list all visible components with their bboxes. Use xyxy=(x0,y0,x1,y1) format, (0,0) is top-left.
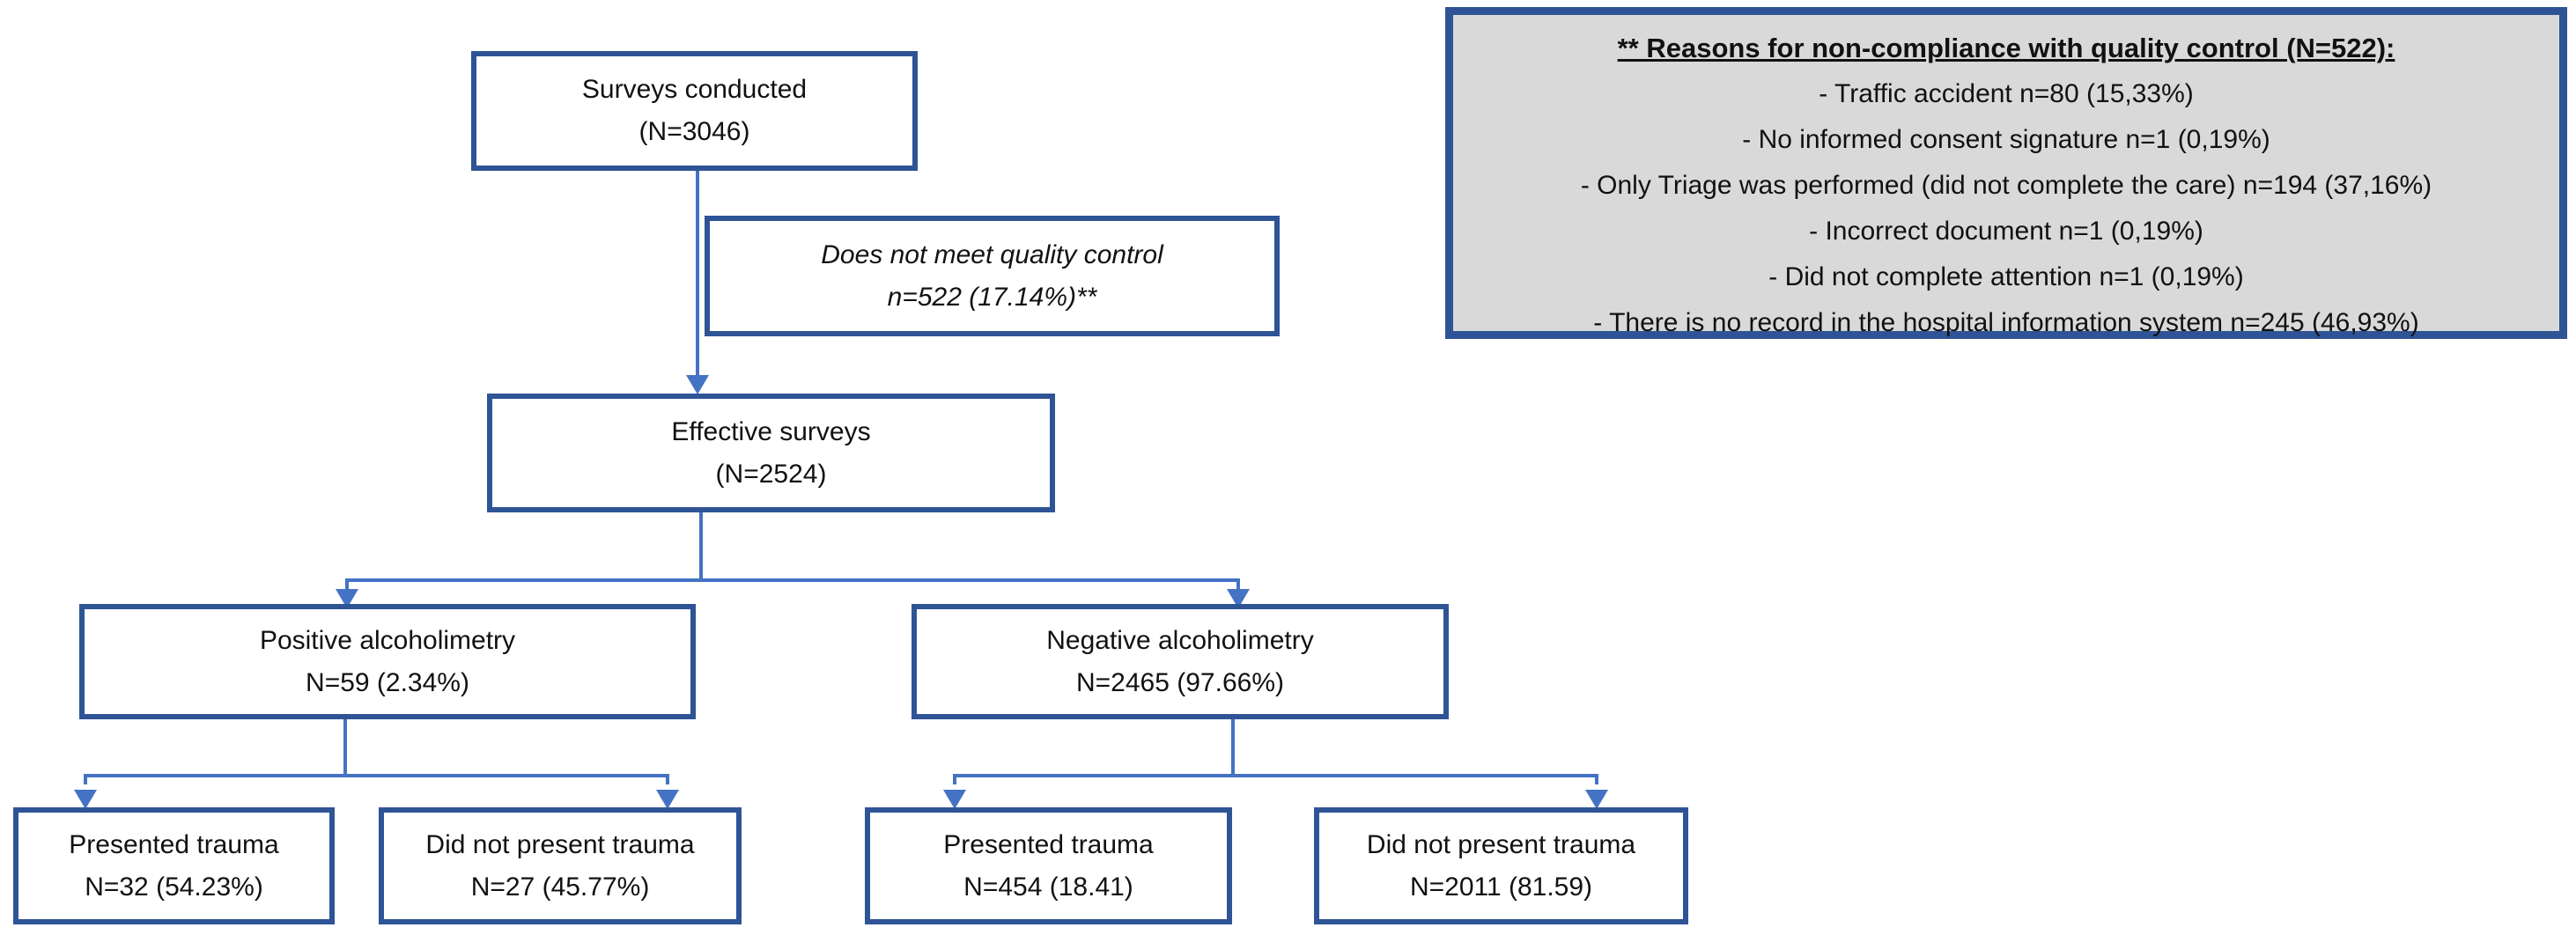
node-negative-presented-trauma-count: N=454 (18.41) xyxy=(963,872,1133,902)
node-effective-surveys: Effective surveys (N=2524) xyxy=(487,394,1055,512)
node-negative-alcoholimetry-count: N=2465 (97.66%) xyxy=(1076,667,1284,697)
legend-noncompliance-reasons: ** Reasons for non-compliance with quali… xyxy=(1445,7,2567,339)
legend-item-no-consent: - No informed consent signature n=1 (0,1… xyxy=(1742,125,2270,154)
node-surveys-conducted: Surveys conducted (N=3046) xyxy=(471,51,918,171)
arrowhead-negative-trauma xyxy=(943,790,966,809)
legend-title: ** Reasons for non-compliance with quali… xyxy=(1617,33,2395,63)
legend-item-incorrect-document: - Incorrect document n=1 (0,19%) xyxy=(1809,217,2203,246)
node-negative-alcoholimetry-label: Negative alcoholimetry xyxy=(1046,625,1314,655)
connector-negative-down xyxy=(1231,719,1235,776)
node-positive-alcoholimetry-label: Positive alcoholimetry xyxy=(259,625,516,655)
node-positive-presented-trauma-count: N=32 (54.23%) xyxy=(85,872,263,902)
arrowhead-positive-trauma xyxy=(74,790,97,809)
node-quality-control-label: Does not meet quality control xyxy=(821,239,1163,269)
node-surveys-conducted-count: (N=3046) xyxy=(638,117,750,146)
arrowhead-negative-no-trauma xyxy=(1585,790,1608,809)
node-negative-alcoholimetry: Negative alcoholimetry N=2465 (97.66%) xyxy=(912,604,1449,719)
arrowhead-effective xyxy=(686,375,709,394)
connector-surveys-to-effective xyxy=(696,171,699,377)
node-positive-alcoholimetry-count: N=59 (2.34%) xyxy=(306,667,469,697)
legend-item-no-hospital-record: - There is no record in the hospital inf… xyxy=(1593,308,2419,337)
node-surveys-conducted-label: Surveys conducted xyxy=(581,75,808,104)
node-effective-surveys-count: (N=2524) xyxy=(715,459,827,489)
arrowhead-positive xyxy=(336,589,358,608)
node-negative-presented-trauma: Presented trauma N=454 (18.41) xyxy=(865,807,1232,924)
connector-drop-negative-trauma xyxy=(953,774,956,784)
node-negative-no-trauma-count: N=2011 (81.59) xyxy=(1409,872,1593,902)
node-positive-no-trauma-label: Did not present trauma xyxy=(425,829,695,859)
connector-drop-negative-no-trauma xyxy=(1595,774,1598,784)
connector-positive-down xyxy=(343,719,347,776)
node-positive-presented-trauma: Presented trauma N=32 (54.23%) xyxy=(13,807,335,924)
connector-drop-positive-trauma xyxy=(84,774,87,784)
connector-effective-down xyxy=(699,512,703,580)
connector-drop-positive xyxy=(345,578,349,591)
node-quality-control-exclusion: Does not meet quality control n=522 (17.… xyxy=(705,216,1280,336)
arrowhead-negative xyxy=(1227,589,1250,608)
connector-split-alcoholimetry xyxy=(345,578,1240,582)
connector-drop-positive-no-trauma xyxy=(666,774,669,784)
node-effective-surveys-label: Effective surveys xyxy=(671,416,871,446)
connector-split-negative-trauma xyxy=(953,774,1598,777)
connector-drop-negative xyxy=(1236,578,1240,591)
arrowhead-positive-no-trauma xyxy=(656,790,679,809)
node-positive-alcoholimetry: Positive alcoholimetry N=59 (2.34%) xyxy=(79,604,696,719)
legend-item-traffic-accident: - Traffic accident n=80 (15,33%) xyxy=(1819,79,2194,108)
node-quality-control-count: n=522 (17.14%)** xyxy=(887,282,1097,312)
node-positive-no-trauma: Did not present trauma N=27 (45.77%) xyxy=(379,807,742,924)
legend-item-only-triage: - Only Triage was performed (did not com… xyxy=(1580,171,2432,200)
node-positive-no-trauma-count: N=27 (45.77%) xyxy=(470,872,650,902)
legend-item-incomplete-attention: - Did not complete attention n=1 (0,19%) xyxy=(1768,262,2244,291)
node-negative-no-trauma-label: Did not present trauma xyxy=(1366,829,1636,859)
node-positive-presented-trauma-label: Presented trauma xyxy=(69,829,279,859)
connector-split-positive-trauma xyxy=(84,774,669,777)
node-negative-presented-trauma-label: Presented trauma xyxy=(943,829,1154,859)
node-negative-no-trauma: Did not present trauma N=2011 (81.59) xyxy=(1314,807,1688,924)
